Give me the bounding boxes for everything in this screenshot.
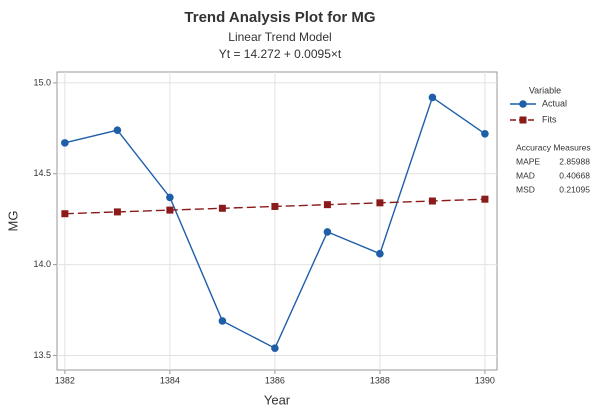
x-axis-label: Year bbox=[264, 392, 291, 407]
measure-value: 2.85988 bbox=[559, 156, 590, 166]
y-tick-label: 14.5 bbox=[33, 168, 51, 178]
chart-subtitle: Linear Trend Model bbox=[228, 30, 331, 44]
x-tick-label: 1386 bbox=[265, 375, 285, 385]
data-point bbox=[481, 195, 489, 203]
legend-label: Actual bbox=[542, 98, 567, 108]
legend-title: Variable bbox=[529, 85, 561, 95]
x-tick-label: 1388 bbox=[370, 375, 390, 385]
chart-title: Trend Analysis Plot for MG bbox=[184, 9, 375, 26]
data-point bbox=[481, 129, 489, 138]
x-tick-label: 1382 bbox=[55, 375, 75, 385]
legend-marker bbox=[519, 116, 527, 124]
data-point bbox=[271, 344, 279, 352]
data-point bbox=[61, 139, 69, 147]
x-tick-label: 1390 bbox=[475, 375, 495, 385]
legend-label: Fits bbox=[542, 114, 557, 124]
y-tick-label: 13.5 bbox=[33, 350, 51, 360]
data-point bbox=[428, 197, 436, 205]
plot-area bbox=[56, 71, 498, 371]
data-point bbox=[218, 317, 227, 325]
data-point bbox=[113, 208, 121, 216]
data-point bbox=[376, 249, 384, 258]
data-point bbox=[166, 206, 174, 214]
data-point bbox=[271, 202, 279, 210]
data-point bbox=[166, 193, 174, 202]
x-tick-label: 1384 bbox=[160, 375, 180, 385]
y-axis-label: MG bbox=[5, 211, 20, 232]
measure-name: MAPE bbox=[516, 156, 540, 166]
legend-marker bbox=[519, 100, 527, 108]
measure-value: 0.21095 bbox=[559, 184, 590, 194]
data-point bbox=[376, 199, 384, 207]
measures-title: Accuracy Measures bbox=[516, 142, 591, 152]
y-tick-label: 14.0 bbox=[33, 259, 51, 269]
data-point bbox=[218, 204, 226, 212]
measure-name: MSD bbox=[516, 184, 535, 194]
chart-subtitle: Yt = 14.272 + 0.0095×t bbox=[219, 47, 342, 61]
data-point bbox=[61, 210, 69, 218]
data-point bbox=[113, 126, 122, 134]
data-point bbox=[323, 201, 331, 209]
measure-value: 0.40668 bbox=[559, 170, 590, 180]
y-tick-label: 15.0 bbox=[33, 77, 51, 87]
data-point bbox=[323, 228, 332, 236]
measure-name: MAD bbox=[516, 170, 535, 180]
data-point bbox=[428, 93, 437, 102]
